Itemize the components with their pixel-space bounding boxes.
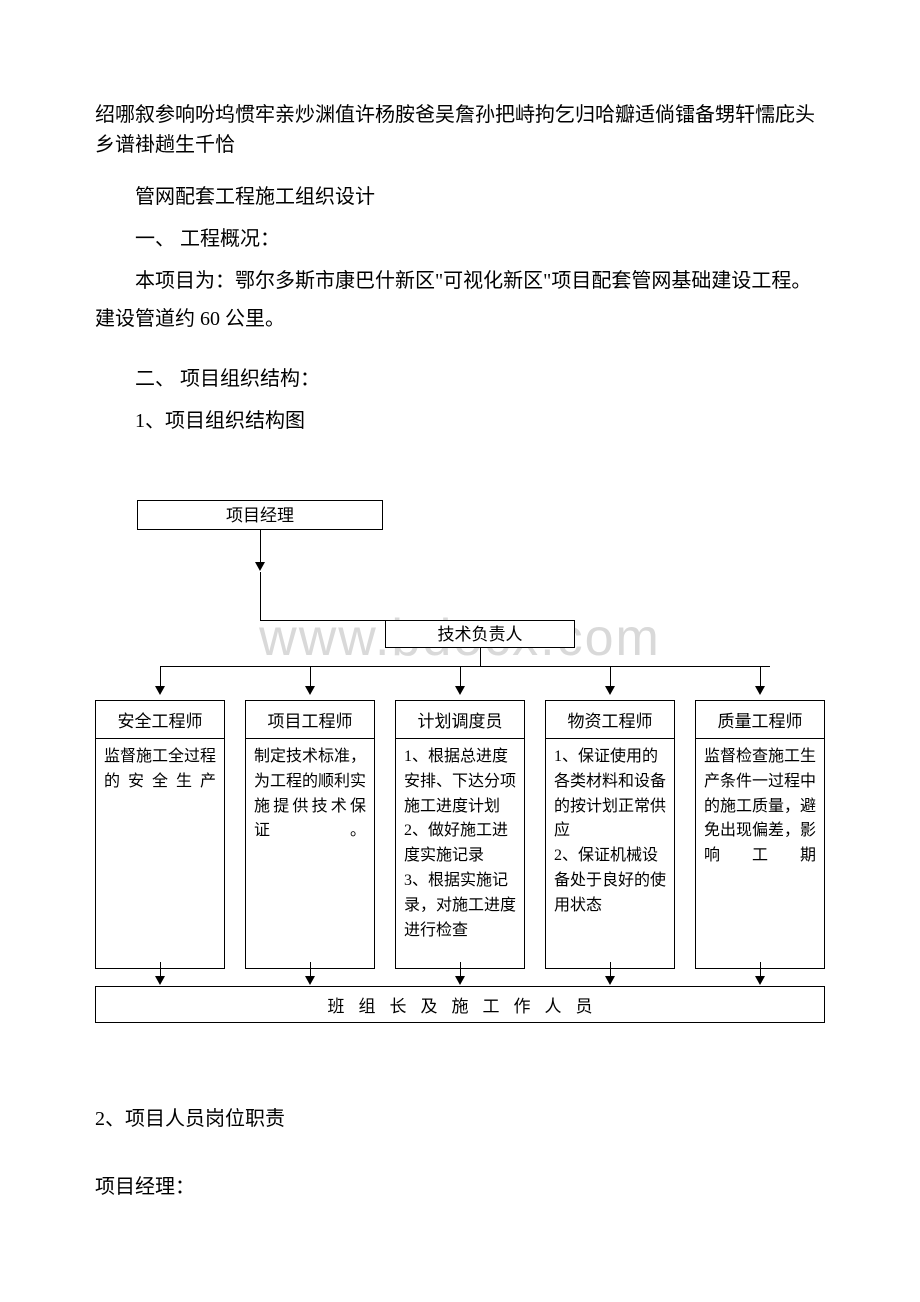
org-manager-box: 项目经理 xyxy=(137,500,383,530)
org-role-title: 质量工程师 xyxy=(695,700,825,739)
org-role-title: 项目工程师 xyxy=(245,700,375,739)
garbled-header: 绍哪叙参响吩坞惯牢亲炒渊值许杨胺爸吴詹孙把峙拘乞归哈瓣适倘镭备甥轩懦庇头乡谱褂趟… xyxy=(95,100,825,160)
arrow-icon xyxy=(305,686,315,695)
connector-line xyxy=(460,666,461,688)
arrow-icon xyxy=(455,686,465,695)
arrow-icon xyxy=(605,686,615,695)
section-2-sub1: 1、项目组织结构图 xyxy=(95,402,825,440)
org-role-title: 计划调度员 xyxy=(395,700,525,739)
connector-line xyxy=(260,620,385,621)
connector-line xyxy=(610,666,611,688)
connector-line xyxy=(260,572,261,620)
arrow-icon xyxy=(155,686,165,695)
arrow-icon xyxy=(755,976,765,985)
section-1-heading: 一、 工程概况： xyxy=(95,220,825,258)
section-2-sub2: 2、项目人员岗位职责 xyxy=(95,1100,825,1138)
connector-line xyxy=(760,666,761,688)
arrow-icon xyxy=(605,976,615,985)
org-role-desc: 制定技术标准，为工程的顺利实施提供技术保证。 xyxy=(245,739,375,969)
doc-title: 管网配套工程施工组织设计 xyxy=(95,178,825,216)
org-role-desc: 1、根据总进度安排、下达分项施工进度计划 2、做好施工进度实施记录 3、根据实施… xyxy=(395,739,525,969)
connector-line xyxy=(480,648,481,666)
org-role-desc: 1、保证使用的各类材料和设备的按计划正常供应 2、保证机械设备处于良好的使用状态 xyxy=(545,739,675,969)
connector-line xyxy=(160,666,770,667)
org-role-col: 物资工程师 1、保证使用的各类材料和设备的按计划正常供应 2、保证机械设备处于良… xyxy=(545,700,675,969)
org-roles-row: 安全工程师 监督施工全过程的安全生产 项目工程师 制定技术标准，为工程的顺利实施… xyxy=(95,700,825,969)
pm-label: 项目经理： xyxy=(95,1168,825,1206)
org-role-col: 安全工程师 监督施工全过程的安全生产 xyxy=(95,700,225,969)
arrow-icon xyxy=(755,686,765,695)
arrow-icon xyxy=(305,976,315,985)
org-role-title: 物资工程师 xyxy=(545,700,675,739)
section-2-heading: 二、 项目组织结构： xyxy=(95,360,825,398)
arrow-icon xyxy=(455,976,465,985)
connector-line xyxy=(310,666,311,688)
connector-line xyxy=(160,666,161,688)
org-role-col: 计划调度员 1、根据总进度安排、下达分项施工进度计划 2、做好施工进度实施记录 … xyxy=(395,700,525,969)
org-role-desc: 监督检查施工生产条件一过程中的施工质量，避免出现偏差，影响工期 xyxy=(695,739,825,969)
org-role-col: 项目工程师 制定技术标准，为工程的顺利实施提供技术保证。 xyxy=(245,700,375,969)
org-bottom-box: 班组长及施工作人员 xyxy=(95,986,825,1023)
section-1-body: 本项目为：鄂尔多斯市康巴什新区"可视化新区"项目配套管网基础建设工程。建设管道约… xyxy=(95,262,825,338)
org-role-col: 质量工程师 监督检查施工生产条件一过程中的施工质量，避免出现偏差，影响工期 xyxy=(695,700,825,969)
arrow-icon xyxy=(155,976,165,985)
org-role-desc: 监督施工全过程的安全生产 xyxy=(95,739,225,969)
org-role-title: 安全工程师 xyxy=(95,700,225,739)
org-tech-lead-box: 技术负责人 xyxy=(385,620,575,648)
connector-line xyxy=(260,530,261,564)
arrow-icon xyxy=(255,562,265,571)
